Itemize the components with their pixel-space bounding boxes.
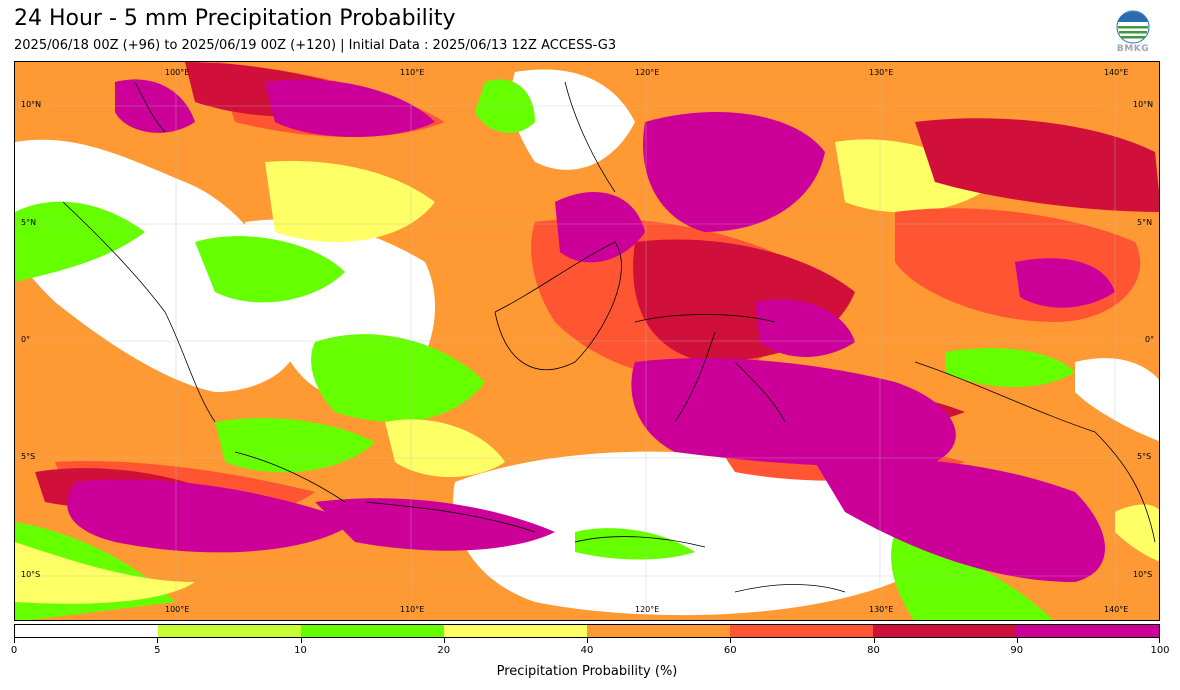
lat-label-right-10s: 10°S [1133,570,1153,579]
bmkg-logo-text: BMKG [1116,44,1150,54]
colorbar [14,624,1160,638]
colorbar-tick [730,638,732,643]
colorbar-segment [730,625,873,637]
lat-label-left-10s: 10°S [21,570,41,579]
colorbar-tick [443,638,445,643]
precipitation-map: 100°E 110°E 120°E 130°E 140°E 100°E 110°… [14,61,1160,621]
lon-label-bottom-120: 120°E [635,605,660,614]
colorbar-segment [1016,625,1159,637]
colorbar-tick-label: 60 [723,645,737,656]
colorbar-tick-label: 90 [1010,645,1024,656]
colorbar-tick [1159,638,1160,643]
lat-label-right-5s: 5°S [1137,452,1152,461]
colorbar-segment [158,625,301,637]
lat-label-left-10n: 10°N [21,100,42,109]
colorbar-segment [444,625,587,637]
lat-label-left-0: 0° [21,335,31,344]
lat-label-right-5n: 5°N [1137,218,1153,227]
colorbar-tick-label: 0 [10,645,18,656]
lon-label-bottom-100: 100°E [165,605,190,614]
bmkg-logo [1116,10,1150,44]
lon-label-bottom-140: 140°E [1104,605,1129,614]
lon-label-top-140: 140°E [1104,68,1129,77]
lon-label-top-110: 110°E [400,68,425,77]
colorbar-tick-label: 80 [867,645,880,656]
colorbar-tick-label: 5 [154,645,161,656]
colorbar-segment [15,625,158,637]
colorbar-tick-label: 10 [294,645,307,656]
colorbar-tick-label: 20 [437,645,451,656]
colorbar-tick [873,638,875,643]
lon-label-bottom-130: 130°E [869,605,894,614]
lon-label-top-130: 130°E [869,68,894,77]
lat-label-left-5s: 5°S [21,452,36,461]
colorbar-segment [301,625,444,637]
lon-label-top-120: 120°E [635,68,660,77]
map-title: 24 Hour - 5 mm Precipitation Probability [14,6,456,31]
colorbar-tick [587,638,588,643]
colorbar-tick [14,638,15,643]
lat-label-right-0: 0° [1145,335,1155,344]
lat-label-left-5n: 5°N [21,218,37,227]
map-subtitle: 2025/06/18 00Z (+96) to 2025/06/19 00Z (… [14,38,617,53]
colorbar-tick [157,638,159,643]
colorbar-segment [873,625,1016,637]
colorbar-tick [300,638,302,643]
colorbar-tick-label: 40 [580,645,594,656]
colorbar-segment [587,625,730,637]
lon-label-bottom-110: 110°E [400,605,425,614]
map-field [15,62,1159,620]
lat-label-right-10n: 10°N [1133,100,1154,109]
colorbar-tick-label: 100 [1150,645,1170,656]
colorbar-tick [1016,638,1018,643]
colorbar-label: Precipitation Probability (%) [496,664,678,679]
lon-label-top-100: 100°E [165,68,190,77]
